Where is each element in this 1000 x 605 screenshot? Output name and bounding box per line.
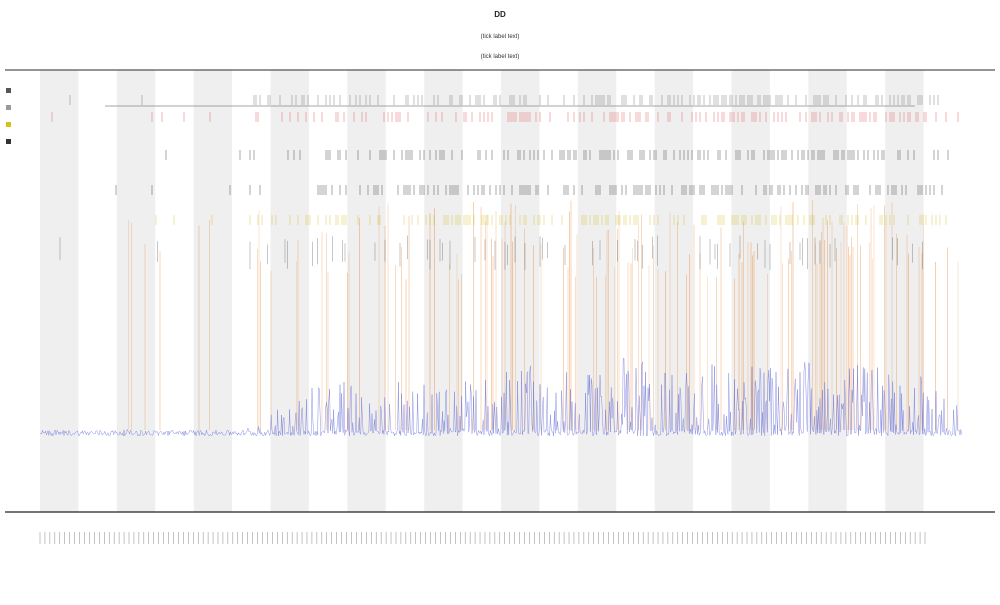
- shaded-band: [577, 70, 617, 512]
- shaded-band: [731, 70, 770, 512]
- plot-frame: [5, 69, 995, 513]
- shaded-band: [654, 70, 694, 512]
- shaded-band: [347, 70, 386, 512]
- legend-marker: [6, 105, 11, 110]
- event-bars: [128, 200, 959, 430]
- chart-title: DD: [494, 10, 506, 19]
- legend-marker: [6, 88, 11, 93]
- shaded-band: [885, 70, 924, 512]
- shaded-band: [116, 70, 156, 512]
- shaded-band: [40, 70, 79, 512]
- chart-subtitle-1: (tick label text): [481, 34, 520, 40]
- shaded-band: [501, 70, 540, 512]
- shaded-band: [424, 70, 463, 512]
- legend-marker: [6, 139, 11, 144]
- signal-series: [39, 358, 962, 437]
- signal-line: [39, 358, 962, 437]
- chart-title-group: DD (tick label text) (tick label text): [481, 10, 520, 60]
- shaded-band: [270, 70, 309, 512]
- legend-marker: [6, 122, 11, 127]
- legend: [6, 88, 11, 144]
- raster-rows: [51, 95, 959, 270]
- shaded-band: [193, 70, 233, 512]
- x-tick-labels: [39, 532, 926, 544]
- shaded-bands: [40, 70, 924, 512]
- chart-subtitle-2: (tick label text): [481, 54, 520, 60]
